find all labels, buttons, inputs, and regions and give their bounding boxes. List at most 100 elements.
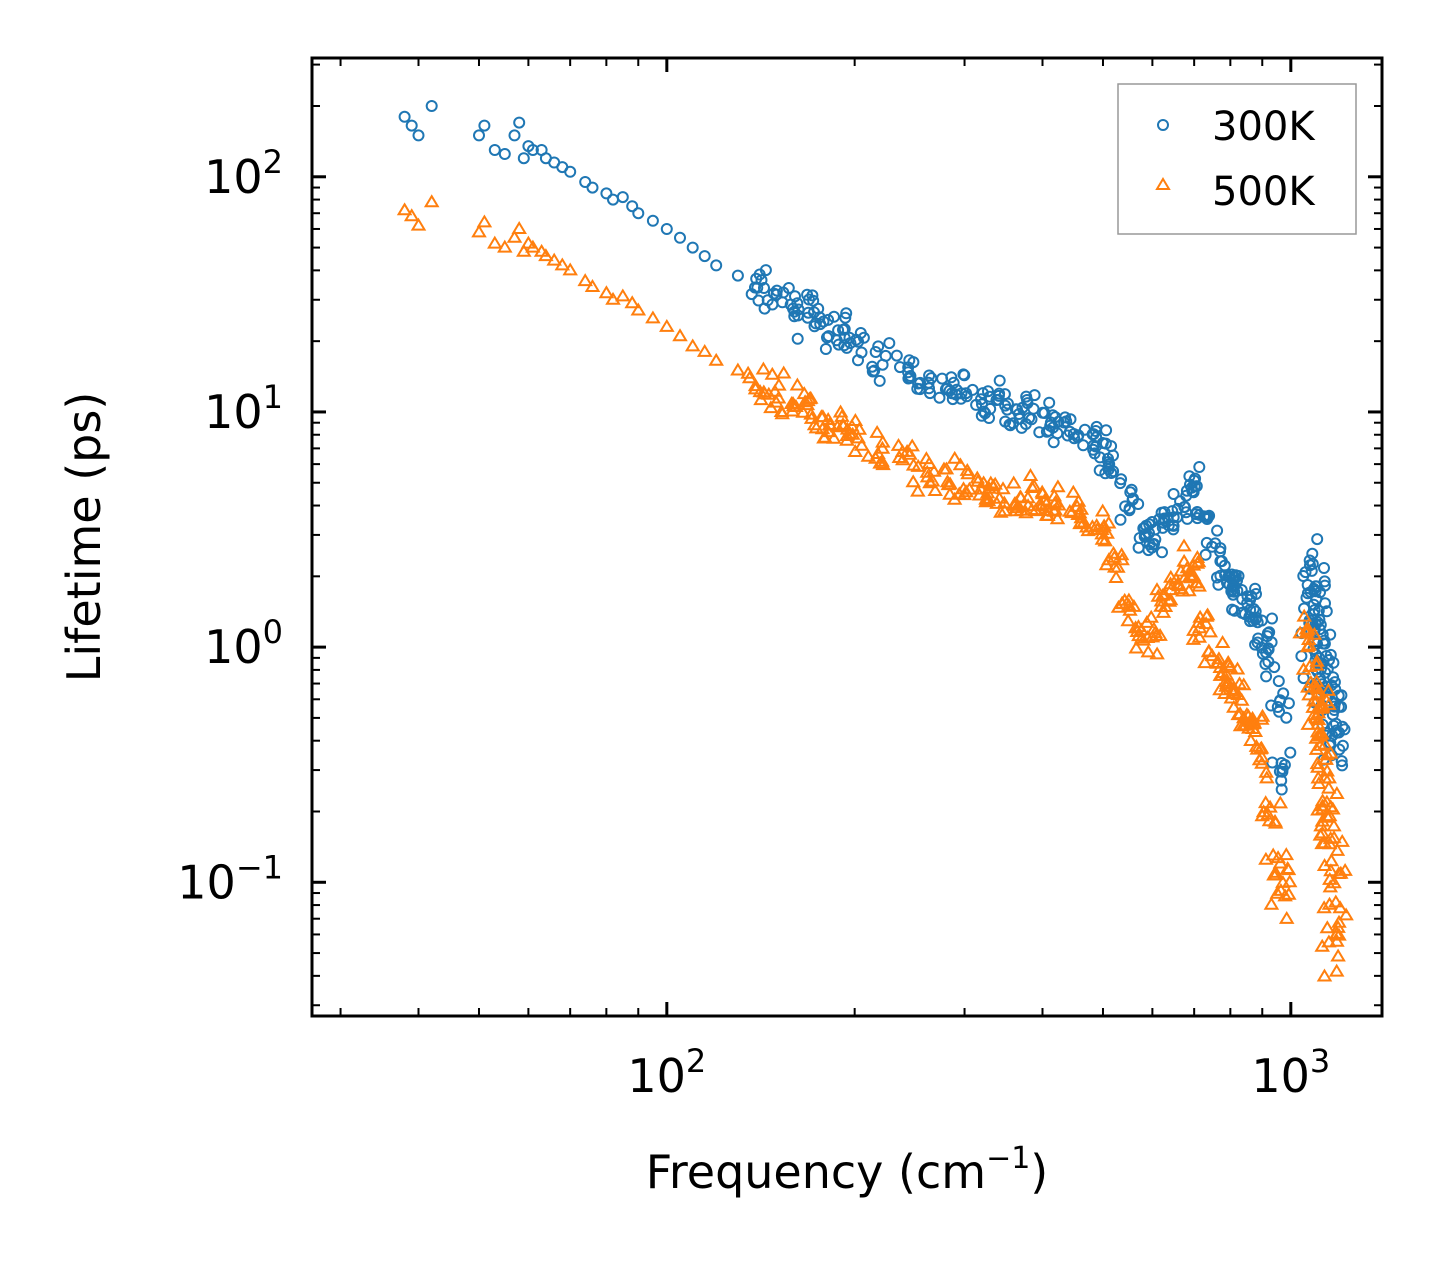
data-point <box>1070 493 1087 507</box>
data-point <box>1166 505 1179 518</box>
data-point <box>498 148 511 160</box>
data-point <box>830 334 843 347</box>
data-point <box>1310 593 1323 606</box>
data-point <box>1266 756 1279 769</box>
data-point <box>868 364 881 377</box>
data-point <box>966 383 979 396</box>
data-point <box>1337 862 1353 876</box>
data-point <box>869 424 885 438</box>
data-point <box>1328 894 1344 908</box>
data-point <box>1245 721 1261 734</box>
data-point <box>1253 740 1270 754</box>
data-point <box>1191 512 1204 525</box>
data-point <box>1114 513 1127 526</box>
data-point <box>1316 968 1333 982</box>
data-point <box>1005 475 1022 489</box>
data-point <box>817 315 830 328</box>
data-point <box>784 298 797 311</box>
data-point <box>1143 527 1155 540</box>
data-point <box>912 377 925 390</box>
data-point <box>1318 575 1331 588</box>
data-point <box>1191 578 1207 592</box>
data-point <box>1192 609 1208 623</box>
data-point <box>1124 486 1137 499</box>
data-point <box>761 386 777 400</box>
data-point <box>768 394 784 408</box>
data-point <box>1323 654 1335 666</box>
data-point <box>1256 647 1269 660</box>
data-point <box>1065 484 1082 498</box>
data-point <box>956 487 972 501</box>
data-point <box>513 116 526 129</box>
data-point <box>828 310 840 323</box>
data-point <box>1249 638 1262 651</box>
data-point <box>1220 654 1236 668</box>
data-point <box>851 421 868 435</box>
plot-frame <box>310 56 1384 1018</box>
data-point <box>586 181 599 194</box>
data-point <box>1335 700 1348 713</box>
data-point <box>396 202 413 216</box>
data-point <box>795 404 811 418</box>
data-point <box>1258 764 1274 778</box>
data-point <box>1273 705 1286 718</box>
data-point <box>1038 407 1051 419</box>
data-point <box>1298 602 1311 615</box>
data-point <box>1266 612 1278 625</box>
data-point <box>1314 801 1331 815</box>
data-point <box>883 337 896 350</box>
data-point <box>1267 815 1284 829</box>
data-point <box>1332 900 1348 914</box>
data-point <box>902 366 915 379</box>
data-point <box>1333 743 1346 756</box>
y-tick-label: 102 <box>204 143 283 204</box>
data-point <box>632 207 645 220</box>
series-300k <box>398 100 1351 796</box>
data-point <box>1275 783 1288 796</box>
data-point <box>910 458 926 472</box>
tick-labels: 102 103 10−1 100 101 102 <box>177 143 1330 1103</box>
data-point <box>1185 631 1202 645</box>
data-point <box>425 100 438 112</box>
data-point <box>890 437 907 451</box>
data-point <box>403 208 420 222</box>
data-point <box>1162 592 1179 606</box>
data-point <box>696 343 713 357</box>
data-point <box>933 391 946 404</box>
data-point <box>1218 678 1234 692</box>
data-point <box>1308 657 1325 671</box>
data-point <box>1102 460 1115 473</box>
data-point <box>1321 780 1337 794</box>
data-point <box>927 483 943 496</box>
data-point <box>659 318 675 332</box>
data-point <box>473 129 485 142</box>
x-axis-title: Frequency (cm−1) <box>646 1141 1049 1199</box>
data-point <box>1336 759 1349 772</box>
data-point <box>1013 489 1029 503</box>
data-point <box>1272 795 1289 809</box>
data-point <box>538 248 554 262</box>
data-point <box>835 418 852 432</box>
data-point <box>1001 397 1014 410</box>
data-point <box>847 413 864 426</box>
data-point <box>813 409 830 423</box>
y-tick-label: 100 <box>204 613 283 674</box>
data-point <box>412 129 425 142</box>
legend-marker-300k <box>1157 119 1169 131</box>
data-point <box>993 374 1006 387</box>
data-point <box>1327 671 1340 684</box>
data-point <box>1158 506 1171 519</box>
data-point <box>957 368 970 381</box>
data-point <box>984 402 997 415</box>
data-point <box>1028 389 1041 402</box>
data-point <box>1206 540 1219 553</box>
data-point <box>775 365 792 379</box>
data-point <box>1135 632 1152 646</box>
data-point <box>1024 480 1040 493</box>
data-point <box>904 372 917 384</box>
data-point <box>891 450 908 463</box>
data-point <box>1214 635 1231 648</box>
data-point <box>1211 524 1224 537</box>
data-point <box>1330 948 1346 962</box>
data-point <box>1122 602 1138 616</box>
